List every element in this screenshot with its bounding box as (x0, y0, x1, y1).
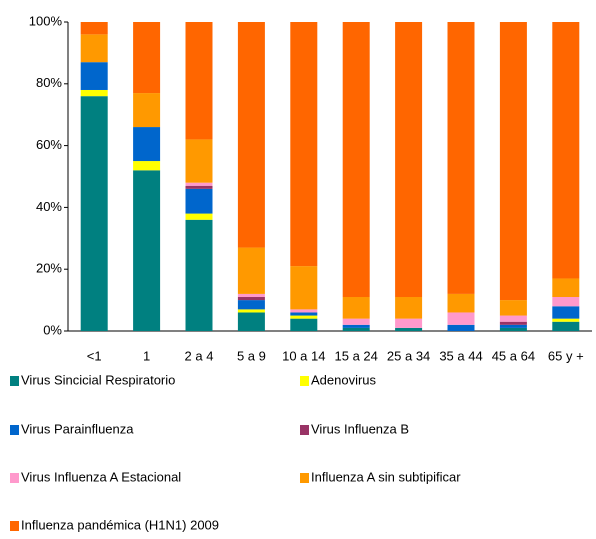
bar-segment (133, 22, 161, 94)
bar-segment (342, 297, 370, 319)
x-tick-label: <1 (87, 348, 102, 363)
bar-segment (447, 293, 475, 313)
bar-segment (185, 219, 213, 331)
legend-swatch (10, 473, 19, 483)
x-tick-label: 10 a 14 (282, 348, 325, 363)
bar-segment (499, 321, 527, 325)
bar-segment (552, 22, 580, 279)
x-tick-label: 65 y + (548, 348, 584, 363)
x-tick-label: 1 (143, 348, 150, 363)
bar-segment (185, 22, 213, 140)
bar-segment (552, 306, 580, 319)
bar-segment (499, 315, 527, 322)
legend-swatch (300, 376, 309, 386)
bar-segment (290, 315, 318, 319)
bar-segment (80, 96, 108, 331)
y-tick-label: 20% (36, 261, 62, 276)
legend-swatch (300, 425, 309, 435)
bar-segment (237, 312, 265, 331)
bar-segment (395, 327, 423, 331)
bar-segment (237, 22, 265, 248)
legend-swatch (300, 473, 309, 483)
y-tick-label: 80% (36, 75, 62, 90)
bar-segment (237, 297, 265, 301)
bar-segment (447, 324, 475, 331)
x-tick-label: 25 a 34 (387, 348, 430, 363)
bar-segment (552, 297, 580, 307)
bar-segment (342, 318, 370, 325)
bar-segment (237, 247, 265, 294)
bar-segment (499, 327, 527, 331)
y-tick-label: 40% (36, 199, 62, 214)
x-tick-label: 5 a 9 (237, 348, 266, 363)
legend-swatch (10, 521, 19, 531)
bar-segment (395, 318, 423, 328)
legend-label: Virus Sincicial Respiratorio (21, 372, 175, 387)
bar-segment (80, 34, 108, 63)
legend-label: Influenza pandémica (H1N1) 2009 (21, 517, 219, 532)
legend-swatch (10, 376, 19, 386)
bar-segment (499, 300, 527, 316)
bar-segment (447, 22, 475, 294)
legend-label: Adenovirus (311, 372, 377, 387)
y-tick-label: 100% (29, 13, 63, 28)
bar-segment (80, 62, 108, 90)
bar-segment (342, 324, 370, 328)
bar-segment (447, 312, 475, 325)
x-tick-label: 2 a 4 (185, 348, 214, 363)
legend-label: Influenza A sin subtipificar (311, 469, 461, 484)
legend-swatch (10, 425, 19, 435)
bar-segment (80, 89, 108, 97)
bar-segment (290, 266, 318, 310)
bar-segment (237, 293, 265, 298)
bar-segment (237, 300, 265, 310)
bar-segment (80, 22, 108, 35)
bar-segment (185, 182, 213, 186)
bar-segment (552, 278, 580, 298)
bar-segment (395, 297, 423, 319)
bar-segment (133, 127, 161, 162)
x-tick-label: 15 a 24 (335, 348, 378, 363)
bar-segment (342, 22, 370, 298)
bar-segment (290, 309, 318, 313)
legend-label: Virus Parainfluenza (21, 421, 134, 436)
bar-segment (185, 139, 213, 183)
bar-segment (185, 185, 213, 189)
bar-segment (237, 309, 265, 313)
bar-segment (499, 324, 527, 328)
bar-segment (395, 22, 423, 298)
legend-label: Virus Influenza B (311, 421, 409, 436)
bar-segment (185, 188, 213, 214)
bar-segment (133, 93, 161, 128)
bar-segment (290, 318, 318, 331)
y-tick-label: 0% (43, 322, 62, 337)
x-tick-label: 35 a 44 (439, 348, 482, 363)
bar-segment (499, 22, 527, 301)
y-tick-label: 60% (36, 137, 62, 152)
legend-label: Virus Influenza A Estacional (21, 469, 181, 484)
bar-segment (185, 213, 213, 220)
bar-segment (290, 312, 318, 316)
bar-segment (552, 318, 580, 322)
bar-segment (133, 161, 161, 171)
x-tick-label: 45 a 64 (492, 348, 535, 363)
bar-segment (342, 327, 370, 331)
bar-segment (290, 22, 318, 267)
bar-segment (552, 321, 580, 331)
bar-segment (133, 170, 161, 331)
